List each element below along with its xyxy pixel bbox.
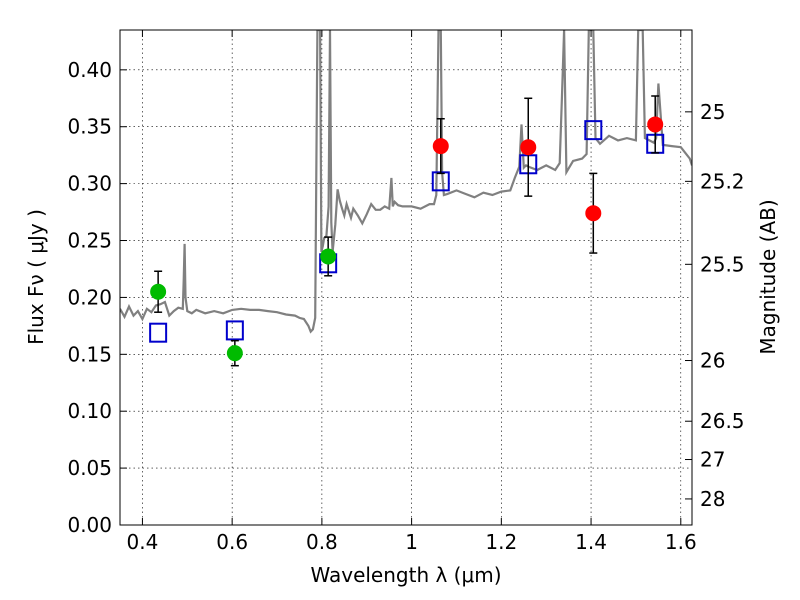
y2-tick-label: 27	[700, 448, 725, 472]
x-axis-title: Wavelength λ (μm)	[310, 563, 501, 587]
data-point-red	[432, 138, 449, 155]
y2-tick-label: 26.5	[700, 409, 745, 433]
data-point-red	[585, 205, 602, 222]
x-tick-label: 1.4	[575, 530, 607, 554]
spectrum-line	[120, 30, 692, 334]
y-tick-label: 0.00	[67, 513, 112, 537]
model-square	[149, 322, 168, 343]
data-point-red	[647, 116, 664, 133]
y-tick-label: 0.20	[67, 285, 112, 309]
model-square	[225, 320, 244, 341]
y-tick-label: 0.40	[67, 58, 112, 82]
y2-tick-label: 28	[700, 487, 725, 511]
x-tick-label: 1.6	[665, 530, 697, 554]
y-tick-label: 0.10	[67, 399, 112, 423]
x-tick-label: 1	[405, 530, 418, 554]
y-tick-label: 0.30	[67, 172, 112, 196]
y2-tick-label: 25	[700, 100, 725, 124]
plot-area	[120, 30, 692, 367]
data-point-green	[226, 345, 243, 362]
y2-tick-label: 26	[700, 349, 725, 373]
y-axis-title: Flux Fν ( μJy )	[24, 209, 48, 345]
model-square	[584, 120, 603, 141]
y-tick-label: 0.25	[67, 229, 112, 253]
y-tick-label: 0.15	[67, 342, 112, 366]
y-tick-label: 0.35	[67, 115, 112, 139]
data-point-green	[150, 283, 167, 300]
plot-frame	[119, 29, 693, 526]
y2-tick-label: 25.5	[700, 252, 745, 276]
axis-ticks: 0.4 0.6 0.8 1 1.2 1.4 1.6 0.00 0.05 0.10 0.15 0.20 0…	[67, 30, 745, 554]
x-tick-label: 0.6	[216, 530, 248, 554]
x-tick-label: 1.2	[485, 530, 517, 554]
x-tick-label: 0.8	[306, 530, 338, 554]
y2-axis-title: Magnitude (AB)	[756, 199, 780, 354]
model-square	[431, 171, 450, 192]
grid	[120, 30, 692, 526]
y-tick-label: 0.05	[67, 456, 112, 480]
y2-tick-label: 25.2	[700, 169, 745, 193]
data-point-red	[520, 139, 537, 156]
x-tick-label: 0.4	[127, 530, 159, 554]
data-point-green	[320, 248, 337, 265]
